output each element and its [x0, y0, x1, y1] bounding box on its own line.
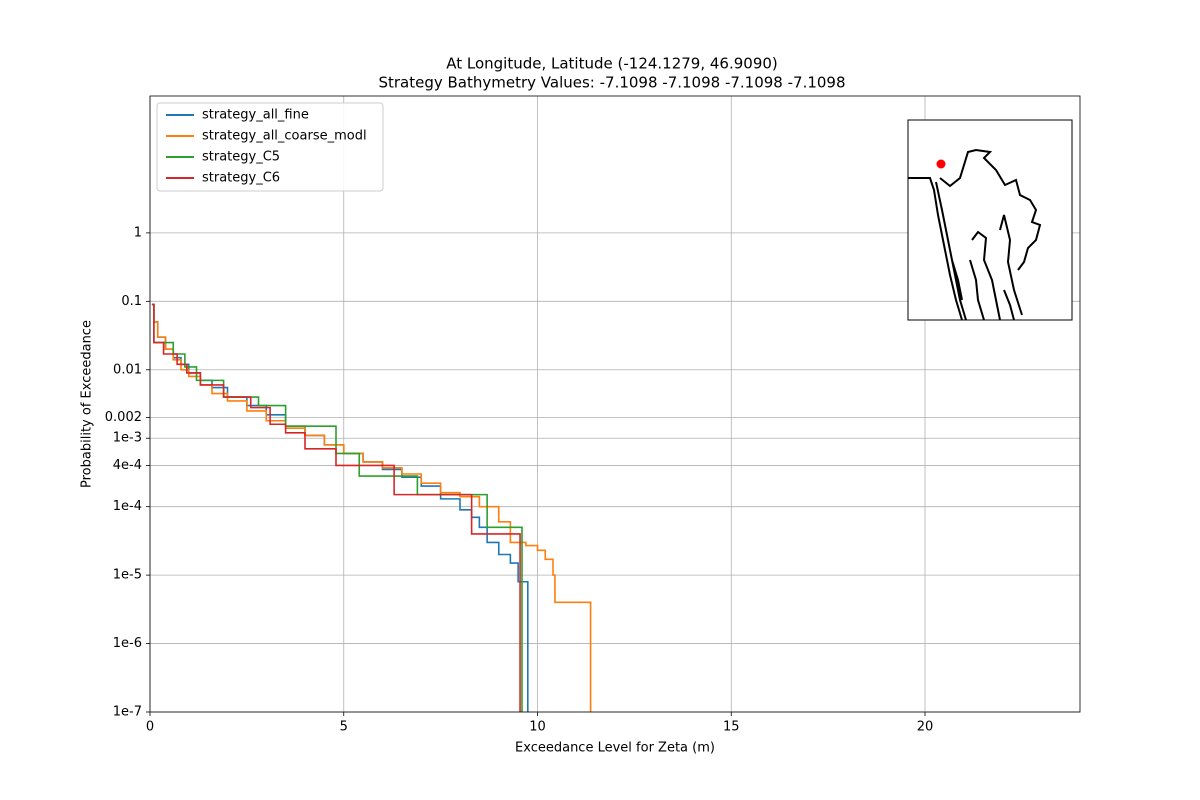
coastline	[908, 148, 1042, 321]
legend-label: strategy_all_coarse_modl	[202, 129, 367, 144]
location-marker	[936, 159, 946, 169]
chart-subtitle: Strategy Bathymetry Values: -7.1098 -7.1…	[378, 74, 845, 92]
y-tick-label: 0.01	[113, 362, 142, 377]
inset-map	[907, 119, 1073, 321]
y-tick-label: 1e-7	[113, 705, 142, 720]
plot-area: 0 5 10 15 20 1e-7 1e-6 1e-5 1e-4 4e-4 1e-3 0.002 0.0…	[105, 96, 1080, 735]
y-axis-label: Probability of Exceedance	[80, 320, 95, 488]
y-tick-label: 1e-6	[113, 636, 142, 651]
x-tick-label: 5	[340, 720, 348, 735]
legend-frame	[156, 102, 384, 192]
x-tick-label: 15	[723, 720, 740, 735]
y-tick-label: 1e-3	[113, 431, 142, 446]
legend-label: strategy_C5	[202, 150, 280, 165]
y-tick-label: 1e-4	[113, 499, 142, 514]
inset-frame	[907, 119, 1073, 321]
y-tick-label: 1e-5	[113, 568, 142, 583]
y-tick-label: 0.002	[105, 410, 142, 425]
x-tick-label: 20	[917, 720, 934, 735]
legend: strategy_all_fine strategy_all_coarse_mod…	[156, 102, 384, 192]
legend-label: strategy_all_fine	[202, 108, 309, 123]
y-tick-label: 1	[134, 225, 142, 240]
plot-frame	[149, 95, 1081, 713]
y-tick-label: 4e-4	[113, 458, 142, 473]
y-tick-label: 0.1	[121, 294, 142, 309]
x-tick-label: 10	[529, 720, 546, 735]
legend-label: strategy_C6	[202, 171, 280, 186]
x-tick-label: 0	[146, 720, 154, 735]
x-axis-label: Exceedance Level for Zeta (m)	[515, 741, 715, 756]
series-line	[151, 303, 521, 712]
chart-title: At Longitude, Latitude (-124.1279, 46.90…	[446, 55, 778, 73]
